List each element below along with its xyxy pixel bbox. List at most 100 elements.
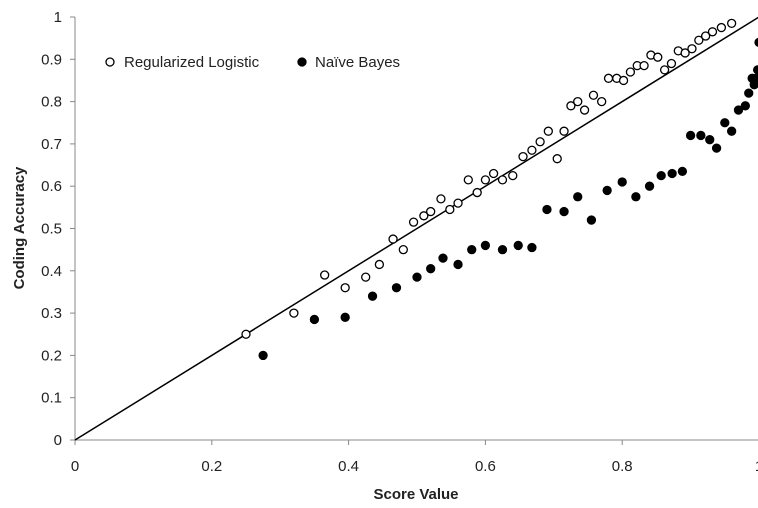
naive-bayes-point	[667, 168, 677, 179]
naive-bayes-point	[559, 206, 569, 217]
y-tick-label: 0.8	[41, 94, 62, 111]
regularized-logistic-point	[361, 272, 371, 282]
naive-bayes-point	[438, 253, 448, 263]
data-points	[241, 18, 758, 361]
tick-labels: 0 0.1 0.2 0.3 0.4 0.5 0.6 0.7 0.8 0.9 1 0 0.2 0.4 0.6 0…	[41, 9, 758, 475]
regularized-logistic-point	[472, 187, 482, 198]
regularized-logistic-point	[445, 204, 455, 215]
x-tick-label: 0.8	[612, 458, 633, 475]
y-tick-label: 0.9	[41, 51, 62, 68]
regularized-logistic-point	[480, 175, 491, 185]
regularized-logistic-point	[653, 52, 663, 62]
regularized-logistic-point	[463, 175, 473, 185]
reference-line-group	[74, 16, 758, 441]
y-tick-label: 0.1	[41, 390, 62, 407]
naive-bayes-point	[677, 166, 688, 177]
regularized-logistic-point	[687, 44, 697, 54]
naive-bayes-point	[497, 244, 508, 255]
regularized-logistic-point	[436, 194, 446, 204]
naive-bayes-point	[685, 130, 696, 141]
regularized-logistic-point	[603, 73, 614, 83]
regularized-logistic-point	[374, 259, 385, 270]
regularized-logistic-point	[320, 270, 330, 280]
regularized-logistic-point	[408, 217, 419, 227]
naive-bayes-point	[527, 242, 537, 253]
regularized-logistic-point	[588, 90, 599, 100]
legend-marker-naive-bayes	[297, 57, 307, 67]
x-tick-label: 1	[755, 458, 758, 475]
legend: Regularized Logistic Naïve Bayes	[105, 54, 400, 71]
regularized-logistic-point	[659, 65, 670, 75]
regularized-logistic-point	[573, 96, 583, 107]
axes	[70, 16, 758, 445]
regularized-logistic-point	[597, 96, 607, 107]
regularized-logistic-point	[559, 126, 569, 136]
naive-bayes-point	[367, 291, 378, 301]
y-tick-label: 0.3	[41, 305, 62, 322]
y-tick-label: 0.2	[41, 347, 62, 364]
naive-bayes-point	[752, 65, 758, 75]
x-axis-title: Score Value	[373, 486, 458, 503]
regularized-logistic-point	[518, 151, 528, 162]
x-tick-label: 0.4	[338, 458, 359, 475]
y-tick-label: 0.6	[41, 178, 62, 195]
regularized-logistic-point	[680, 48, 690, 58]
naive-bayes-point	[711, 143, 722, 153]
naive-bayes-point	[258, 350, 268, 361]
y-tick-label: 0.5	[41, 221, 62, 238]
regularized-logistic-point	[453, 198, 463, 208]
legend-marker-regularized-logistic	[105, 57, 115, 67]
x-tick-label: 0.2	[201, 458, 222, 475]
regularized-logistic-point	[716, 22, 727, 33]
naive-bayes-point	[726, 126, 737, 136]
naive-bayes-point	[412, 272, 422, 282]
naive-bayes-point	[631, 192, 641, 202]
regularized-logistic-point	[426, 206, 436, 217]
naive-bayes-point	[480, 240, 491, 251]
naive-bayes-point	[705, 135, 715, 145]
naive-bayes-point	[720, 118, 730, 128]
regularized-logistic-point	[488, 168, 499, 179]
naive-bayes-point	[391, 283, 402, 293]
regularized-logistic-point	[566, 101, 576, 111]
regularized-logistic-point	[618, 75, 629, 86]
regularized-logistic-point	[625, 67, 636, 77]
x-tick-label: 0.6	[475, 458, 496, 475]
regularized-logistic-point	[694, 35, 704, 45]
naive-bayes-point	[656, 170, 666, 181]
regularized-logistic-point	[289, 308, 299, 318]
reference-line	[74, 16, 758, 441]
regularized-logistic-point	[527, 145, 537, 155]
regularized-logistic-point	[497, 175, 508, 185]
naive-bayes-point	[453, 259, 463, 270]
naive-bayes-point	[733, 105, 744, 115]
legend-label-regularized-logistic: Regularized Logistic	[124, 54, 260, 71]
naive-bayes-point	[340, 312, 350, 322]
legend-label-naive-bayes: Naïve Bayes	[315, 54, 400, 71]
regularized-logistic-point	[508, 170, 518, 181]
regularized-logistic-point	[700, 31, 711, 41]
regularized-logistic-point	[579, 105, 590, 115]
regularized-logistic-point	[639, 60, 649, 71]
regularized-logistic-point	[543, 126, 553, 136]
regularized-logistic-point	[552, 154, 562, 164]
naive-bayes-point	[467, 244, 477, 255]
naive-bayes-point	[602, 185, 612, 196]
naive-bayes-point	[644, 181, 655, 191]
y-axis-title: Coding Accuracy	[11, 166, 28, 289]
naive-bayes-point	[586, 215, 597, 225]
naive-bayes-point	[696, 130, 706, 141]
naive-bayes-point	[744, 88, 754, 98]
y-tick-label: 0.4	[41, 263, 62, 280]
regularized-logistic-point	[707, 27, 718, 37]
regularized-logistic-point	[726, 18, 737, 28]
regularized-logistic-point	[535, 137, 545, 147]
naive-bayes-point	[513, 240, 523, 251]
y-tick-label: 0.7	[41, 136, 62, 153]
naive-bayes-point	[309, 314, 320, 325]
regularized-logistic-point	[666, 58, 677, 69]
regularized-logistic-point	[388, 234, 398, 244]
naive-bayes-point	[754, 37, 758, 47]
y-tick-label: 1	[54, 9, 62, 26]
